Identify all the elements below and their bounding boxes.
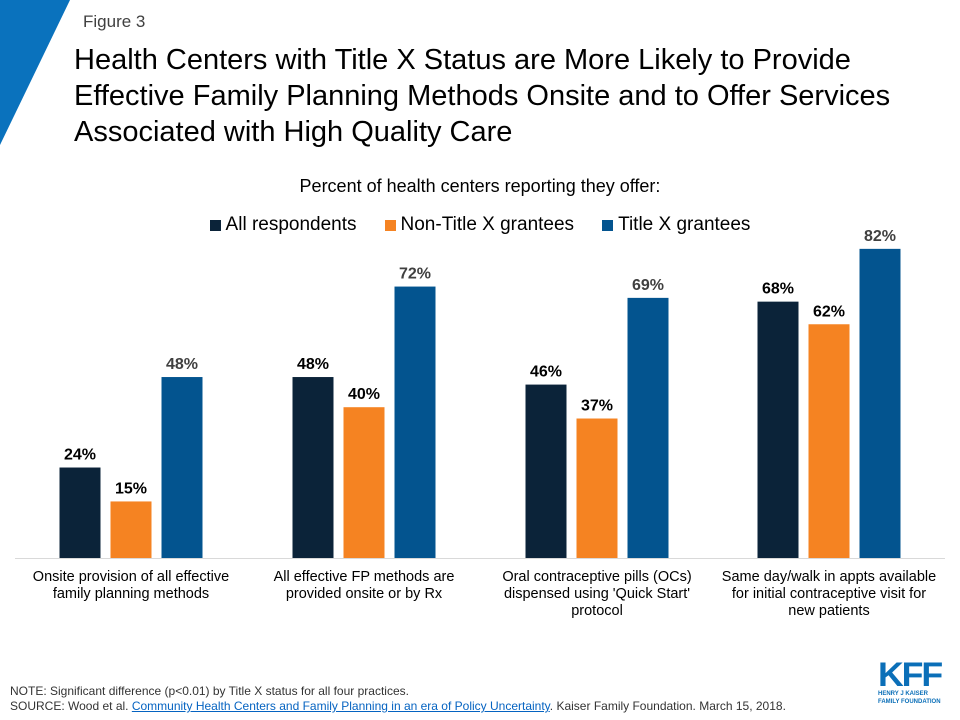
legend-item-all-respondents: All respondents	[209, 214, 357, 236]
bar-all-respondents-1	[59, 467, 101, 558]
data-label-non-title-x-grantees-1: 15%	[115, 480, 147, 497]
data-label-all-respondents-3: 46%	[530, 364, 562, 381]
source-suffix: . Kaiser Family Foundation. March 15, 20…	[549, 699, 786, 713]
data-label-all-respondents-2: 48%	[297, 356, 329, 373]
kff-logo-line2: FAMILY FOUNDATION	[878, 699, 941, 705]
data-label-title-x-grantees-1: 48%	[166, 356, 198, 373]
category-label-quick-start: Oral contraceptive pills (OCs) dispensed…	[502, 569, 692, 619]
data-label-title-x-grantees-4: 82%	[864, 228, 896, 245]
legend-swatch-title-x	[602, 219, 614, 231]
legend-label: Title X grantees	[618, 214, 751, 235]
category-label-onsite-provision: Onsite provision of all effective family…	[32, 569, 230, 602]
legend-item-title-x: Title X grantees	[602, 214, 750, 236]
data-label-title-x-grantees-3: 69%	[632, 277, 664, 294]
legend-label: Non-Title X grantees	[400, 214, 575, 235]
legend-item-non-title-x: Non-Title X grantees	[384, 214, 575, 236]
data-label-title-x-grantees-2: 72%	[399, 266, 431, 283]
chart-title: Health Centers with Title X Status are M…	[74, 44, 891, 148]
corner-accent-shape	[0, 0, 70, 145]
source-prefix: SOURCE: Wood et al.	[10, 699, 132, 713]
bar-non-title-x-grantees-4	[808, 324, 850, 558]
bar-title-x-grantees-4	[859, 248, 901, 559]
kff-logo-line1: HENRY J KAISER	[878, 691, 929, 697]
bar-title-x-grantees-2	[394, 286, 436, 558]
figure-label: Figure 3	[83, 12, 146, 31]
data-label-non-title-x-grantees-3: 37%	[581, 398, 613, 415]
bar-title-x-grantees-1	[161, 377, 203, 558]
category-label-all-effective-fp: All effective FP methods are provided on…	[273, 569, 455, 602]
data-label-all-respondents-4: 68%	[762, 281, 794, 298]
chart-subtitle: Percent of health centers reporting they…	[299, 176, 661, 196]
note-text: NOTE: Significant difference (p<0.01) by…	[10, 684, 409, 698]
data-label-non-title-x-grantees-2: 40%	[348, 386, 380, 403]
bar-all-respondents-3	[525, 384, 567, 558]
data-label-non-title-x-grantees-4: 62%	[813, 303, 845, 320]
legend-swatch-non-title-x	[384, 219, 396, 231]
bar-title-x-grantees-3	[627, 297, 669, 558]
category-label-same-day-appts: Same day/walk in appts available for ini…	[721, 569, 937, 619]
kff-logo: KFF HENRY J KAISER FAMILY FOUNDATION	[878, 658, 948, 706]
footnote: NOTE: Significant difference (p<0.01) by…	[10, 684, 786, 714]
kff-logo-mark: KFF	[878, 656, 943, 694]
bar-non-title-x-grantees-2	[343, 407, 385, 558]
source-text: SOURCE: Wood et al. Community Health Cen…	[10, 699, 786, 714]
source-link[interactable]: Community Health Centers and Family Plan…	[131, 699, 550, 713]
bar-non-title-x-grantees-1	[110, 501, 152, 558]
data-label-all-respondents-1: 24%	[64, 447, 96, 464]
bar-non-title-x-grantees-3	[576, 418, 618, 558]
bar-all-respondents-4	[757, 301, 799, 558]
legend: All respondents Non-Title X grantees Tit…	[0, 214, 960, 236]
legend-label: All respondents	[225, 214, 357, 235]
bar-all-respondents-2	[292, 377, 334, 558]
legend-swatch-all-respondents	[209, 219, 221, 231]
